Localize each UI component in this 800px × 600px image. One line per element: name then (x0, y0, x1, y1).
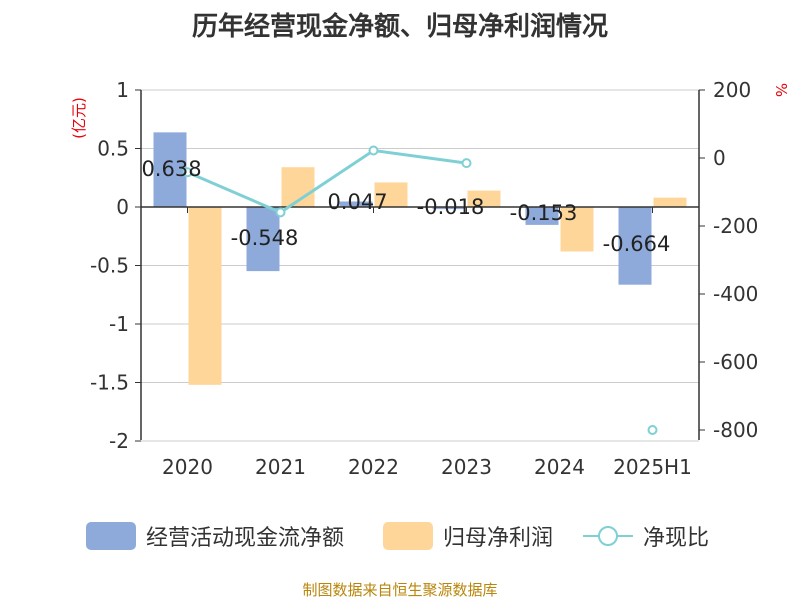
left-tick-label: 0 (116, 195, 129, 219)
cashflow-data-label: -0.664 (603, 232, 671, 256)
right-tick-label: -200 (713, 214, 758, 238)
right-tick-label: 200 (713, 78, 751, 102)
right-tick-label: -400 (713, 282, 758, 306)
left-tick-label: 0.5 (97, 137, 129, 161)
left-axis-unit-label: (亿元) (70, 97, 88, 139)
chart-title: 历年经营现金净额、归母净利润情况 (191, 12, 608, 42)
x-tick-label: 2024 (534, 455, 585, 479)
ratio-point (647, 425, 658, 435)
legend-swatch-cashflow (86, 522, 136, 550)
profit-bar (188, 207, 222, 385)
ratio-point (182, 167, 193, 178)
ratio-line-path (188, 151, 653, 430)
cashflow-bar (432, 207, 466, 210)
legend-item-profit: 归母净利润 (383, 520, 553, 552)
x-tick-label: 2021 (255, 455, 306, 479)
legend-item-ratio: 净现比 (583, 520, 709, 552)
ratio-line (184, 147, 657, 434)
axes: 1 0.5 0 -0.5 -1 -1.5 -2 200 0 -200 -400 -600 -800 202… (90, 78, 758, 479)
x-tick-label: 2025H1 (613, 455, 692, 479)
right-tick-label: -600 (713, 350, 758, 374)
cashflow-data-label: -0.153 (510, 201, 578, 225)
cashflow-bar (246, 207, 280, 272)
data-labels: 0.638 -0.548 0.047 -0.018 -0.153 -0.664 (141, 157, 670, 256)
cashflow-bar (618, 207, 652, 285)
bars (153, 132, 687, 385)
right-tick-label: 0 (713, 146, 726, 170)
cashflow-data-label: -0.548 (231, 226, 299, 250)
profit-bar (374, 182, 408, 207)
profit-bar (467, 190, 501, 207)
x-tick-label: 2023 (441, 455, 492, 479)
legend-label-cashflow: 经营活动现金流净额 (146, 526, 345, 551)
left-tick-label: -0.5 (90, 254, 129, 278)
cashflow-bar (339, 201, 373, 207)
cashflow-data-label: 0.638 (141, 157, 201, 181)
profit-bar (653, 197, 687, 207)
ratio-point (368, 145, 379, 156)
ratio-point (275, 207, 286, 218)
legend-label-ratio: 净现比 (643, 526, 710, 551)
cashflow-bar (153, 132, 187, 207)
source-footer: 制图数据来自恒生聚源数据库 (302, 581, 498, 599)
legend-label-profit: 归母净利润 (443, 526, 554, 551)
cashflow-bar (525, 207, 559, 225)
legend-swatch-profit (383, 522, 433, 550)
legend-item-cashflow: 经营活动现金流净额 (86, 520, 344, 552)
grid-lines (141, 89, 699, 442)
right-tick-label: -800 (713, 418, 758, 442)
cashflow-data-label: -0.018 (417, 195, 485, 219)
left-tick-label: 1 (116, 78, 129, 102)
cashflow-data-label: 0.047 (327, 190, 387, 214)
left-tick-label: -1 (109, 312, 129, 336)
ratio-point (461, 158, 472, 169)
x-tick-label: 2020 (162, 455, 213, 479)
left-tick-label: -2 (109, 429, 129, 453)
legend-marker-ratio (583, 522, 633, 550)
profit-bar (560, 207, 594, 252)
right-axis-unit-label: % (772, 83, 790, 97)
x-tick-label: 2022 (348, 455, 399, 479)
left-tick-label: -1.5 (90, 371, 129, 395)
